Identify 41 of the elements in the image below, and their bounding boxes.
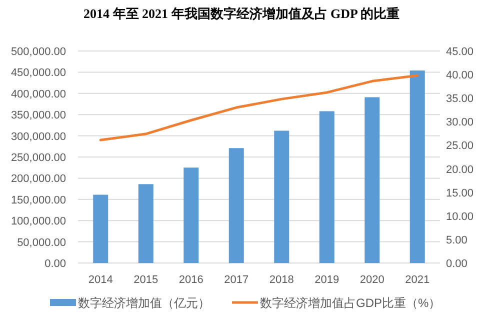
bar <box>410 70 425 263</box>
y2-tick-label: 15.00 <box>446 187 474 200</box>
y2-tick-label: 45.00 <box>446 46 474 58</box>
bar <box>319 111 334 263</box>
y-tick-label: 0.00 <box>44 258 66 270</box>
y-tick-label: 450,000.00 <box>10 67 66 80</box>
bar <box>228 148 244 263</box>
bar <box>93 194 108 263</box>
x-tick-label: 2017 <box>224 274 249 286</box>
y2-tick-label: 40.00 <box>446 70 474 82</box>
legend-label: 数字经济增加值（亿元） <box>78 296 210 310</box>
x-tick-label: 2014 <box>88 274 113 286</box>
x-tick-label: 2019 <box>314 274 340 286</box>
x-tick-label: 2020 <box>360 274 384 286</box>
y2-tick-label: 35.00 <box>446 93 474 106</box>
y2-tick-label: 5.00 <box>446 234 468 246</box>
y-tick-label: 250,000.00 <box>10 152 66 164</box>
bar <box>274 130 290 263</box>
bar <box>364 97 380 263</box>
y-tick-label: 350,000.00 <box>10 110 66 122</box>
y2-tick-label: 10.00 <box>446 210 474 223</box>
y-tick-label: 300,000.00 <box>10 130 66 143</box>
x-tick-label: 2018 <box>269 274 294 286</box>
y-tick-label: 500,000.00 <box>10 46 66 58</box>
y2-tick-label: 20.00 <box>446 164 474 176</box>
chart-title: 2014 年至 2021 年我国数字经济增加值及占 GDP 的比重 <box>84 6 400 21</box>
y2-tick-label: 25.00 <box>446 140 474 152</box>
y2-tick-label: 30.00 <box>446 116 474 129</box>
x-tick-label: 2021 <box>405 274 430 286</box>
bar <box>184 168 199 263</box>
y-tick-label: 50,000.00 <box>17 236 66 249</box>
x-tick-label: 2016 <box>178 274 204 286</box>
y2-tick-label: 0.00 <box>446 258 468 270</box>
bar <box>138 184 154 263</box>
y-tick-label: 150,000.00 <box>10 194 66 206</box>
line-series <box>99 74 419 142</box>
x-tick-label: 2015 <box>134 274 158 286</box>
legend-label: 数字经济增加值占GDP比重（%） <box>260 296 441 310</box>
y-tick-label: 200,000.00 <box>10 173 66 186</box>
y-tick-label: 400,000.00 <box>10 88 66 100</box>
y-tick-label: 100,000.00 <box>10 216 66 228</box>
